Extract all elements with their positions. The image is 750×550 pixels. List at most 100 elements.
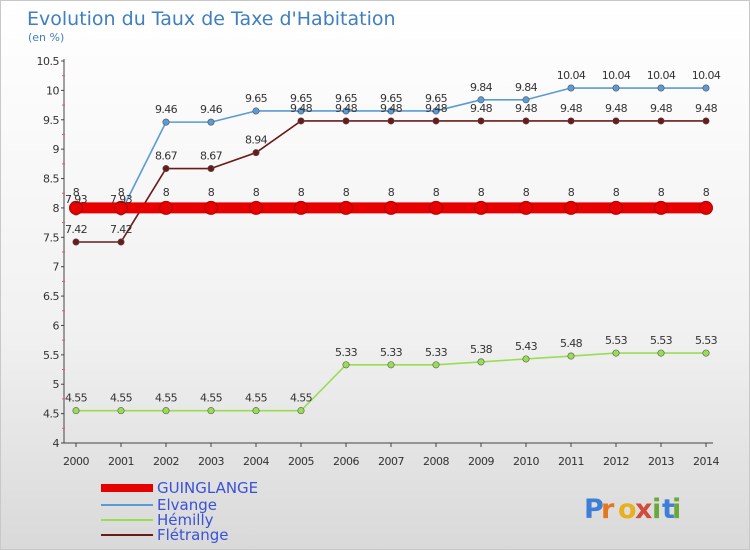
data-label: 9.84 bbox=[470, 81, 493, 94]
x-tick-label: 2002 bbox=[153, 455, 179, 468]
series-layer bbox=[69, 84, 713, 415]
chart-title: Evolution du Taux de Taxe d'Habitation bbox=[27, 8, 396, 30]
brand-letter: i bbox=[652, 494, 662, 525]
data-point bbox=[702, 117, 710, 125]
x-tick-label: 2012 bbox=[603, 455, 629, 468]
data-point bbox=[522, 96, 530, 104]
data-label: 9.48 bbox=[515, 102, 538, 115]
data-label: 9.46 bbox=[155, 103, 178, 116]
x-tick-label: 2003 bbox=[198, 455, 224, 468]
data-label: 5.48 bbox=[560, 337, 583, 350]
data-point bbox=[252, 149, 260, 157]
y-tick-label: 10 bbox=[46, 84, 59, 97]
data-label: 8 bbox=[478, 186, 485, 199]
x-tick-label: 2009 bbox=[468, 455, 494, 468]
y-tick-label: 8.5 bbox=[43, 173, 59, 186]
data-point bbox=[477, 117, 485, 125]
legend-label: Flétrange bbox=[157, 526, 229, 544]
data-point bbox=[72, 407, 80, 415]
data-label: 9.48 bbox=[695, 102, 718, 115]
x-tick-label: 2007 bbox=[378, 455, 404, 468]
x-tick-label: 2000 bbox=[63, 455, 89, 468]
y-tick-label: 9 bbox=[53, 143, 60, 156]
data-label: 8.94 bbox=[245, 134, 268, 147]
legend-label: Elvange bbox=[157, 496, 217, 514]
y-tick-label: 4.5 bbox=[43, 408, 59, 421]
data-point bbox=[207, 407, 215, 415]
data-point bbox=[657, 84, 665, 92]
brand-letter: o bbox=[618, 494, 638, 525]
y-tick-label: 6 bbox=[53, 319, 60, 332]
brand-letter: P bbox=[584, 494, 605, 525]
data-label: 9.48 bbox=[425, 102, 448, 115]
data-point bbox=[204, 200, 218, 215]
x-tick-label: 2010 bbox=[513, 455, 539, 468]
data-label: 7.93 bbox=[110, 193, 133, 206]
data-point bbox=[567, 117, 575, 125]
data-label: 8 bbox=[523, 186, 530, 199]
data-label: 5.53 bbox=[650, 334, 673, 347]
data-label: 10.04 bbox=[602, 69, 631, 82]
data-label: 5.38 bbox=[470, 343, 493, 356]
y-tick-label: 5.5 bbox=[43, 349, 59, 362]
x-tick-label: 2014 bbox=[693, 455, 719, 468]
proxiti-logo: Pr oxi ti bbox=[584, 494, 682, 525]
chart-subtitle: (en %) bbox=[28, 31, 64, 44]
data-label: 9.84 bbox=[515, 81, 538, 94]
data-point bbox=[477, 96, 485, 104]
data-label: 5.43 bbox=[515, 340, 538, 353]
x-tick-label: 2006 bbox=[333, 455, 359, 468]
data-point bbox=[522, 117, 530, 125]
data-label: 9.48 bbox=[560, 102, 583, 115]
data-label: 4.55 bbox=[245, 392, 268, 405]
data-point bbox=[162, 165, 170, 173]
data-label: 8 bbox=[568, 186, 575, 199]
legend-label: Hémilly bbox=[157, 511, 214, 529]
data-label: 8.67 bbox=[200, 150, 223, 163]
data-point bbox=[387, 117, 395, 125]
data-point bbox=[207, 118, 215, 126]
data-point bbox=[387, 107, 395, 115]
y-tick-label: 8 bbox=[53, 202, 60, 215]
data-label: 5.33 bbox=[380, 346, 403, 359]
data-label: 4.55 bbox=[290, 392, 313, 405]
data-point bbox=[339, 200, 353, 215]
y-tick-label: 6.5 bbox=[43, 290, 59, 303]
data-point bbox=[387, 361, 395, 369]
data-point bbox=[567, 84, 575, 92]
data-label: 7.42 bbox=[65, 223, 87, 236]
data-label: 10.04 bbox=[647, 69, 676, 82]
data-label: 4.55 bbox=[200, 392, 223, 405]
data-point bbox=[297, 407, 305, 415]
data-point bbox=[342, 117, 350, 125]
legend-label: GUINGLANGE bbox=[157, 479, 258, 497]
data-label: 9.65 bbox=[245, 92, 268, 105]
y-tick-label: 5 bbox=[53, 378, 60, 391]
x-tick-label: 2001 bbox=[108, 455, 134, 468]
y-tick-label: 9.5 bbox=[43, 114, 59, 127]
data-point bbox=[342, 361, 350, 369]
data-label: 4.55 bbox=[110, 392, 133, 405]
brand-letter: i bbox=[672, 494, 682, 525]
data-point bbox=[432, 117, 440, 125]
data-point bbox=[249, 200, 263, 215]
data-point bbox=[252, 407, 260, 415]
data-label: 8 bbox=[208, 186, 215, 199]
data-label: 9.46 bbox=[200, 103, 223, 116]
data-label: 8 bbox=[73, 186, 80, 199]
data-label: 7.93 bbox=[65, 193, 88, 206]
data-point bbox=[522, 355, 530, 363]
data-point bbox=[702, 349, 710, 357]
data-label: 9.65 bbox=[425, 92, 448, 105]
data-point bbox=[297, 117, 305, 125]
x-tick-label: 2011 bbox=[558, 455, 584, 468]
data-label: 9.65 bbox=[380, 92, 403, 105]
data-label: 9.48 bbox=[605, 102, 628, 115]
data-label: 5.53 bbox=[605, 334, 628, 347]
data-point bbox=[432, 361, 440, 369]
data-point bbox=[432, 107, 440, 115]
data-point bbox=[114, 200, 128, 215]
